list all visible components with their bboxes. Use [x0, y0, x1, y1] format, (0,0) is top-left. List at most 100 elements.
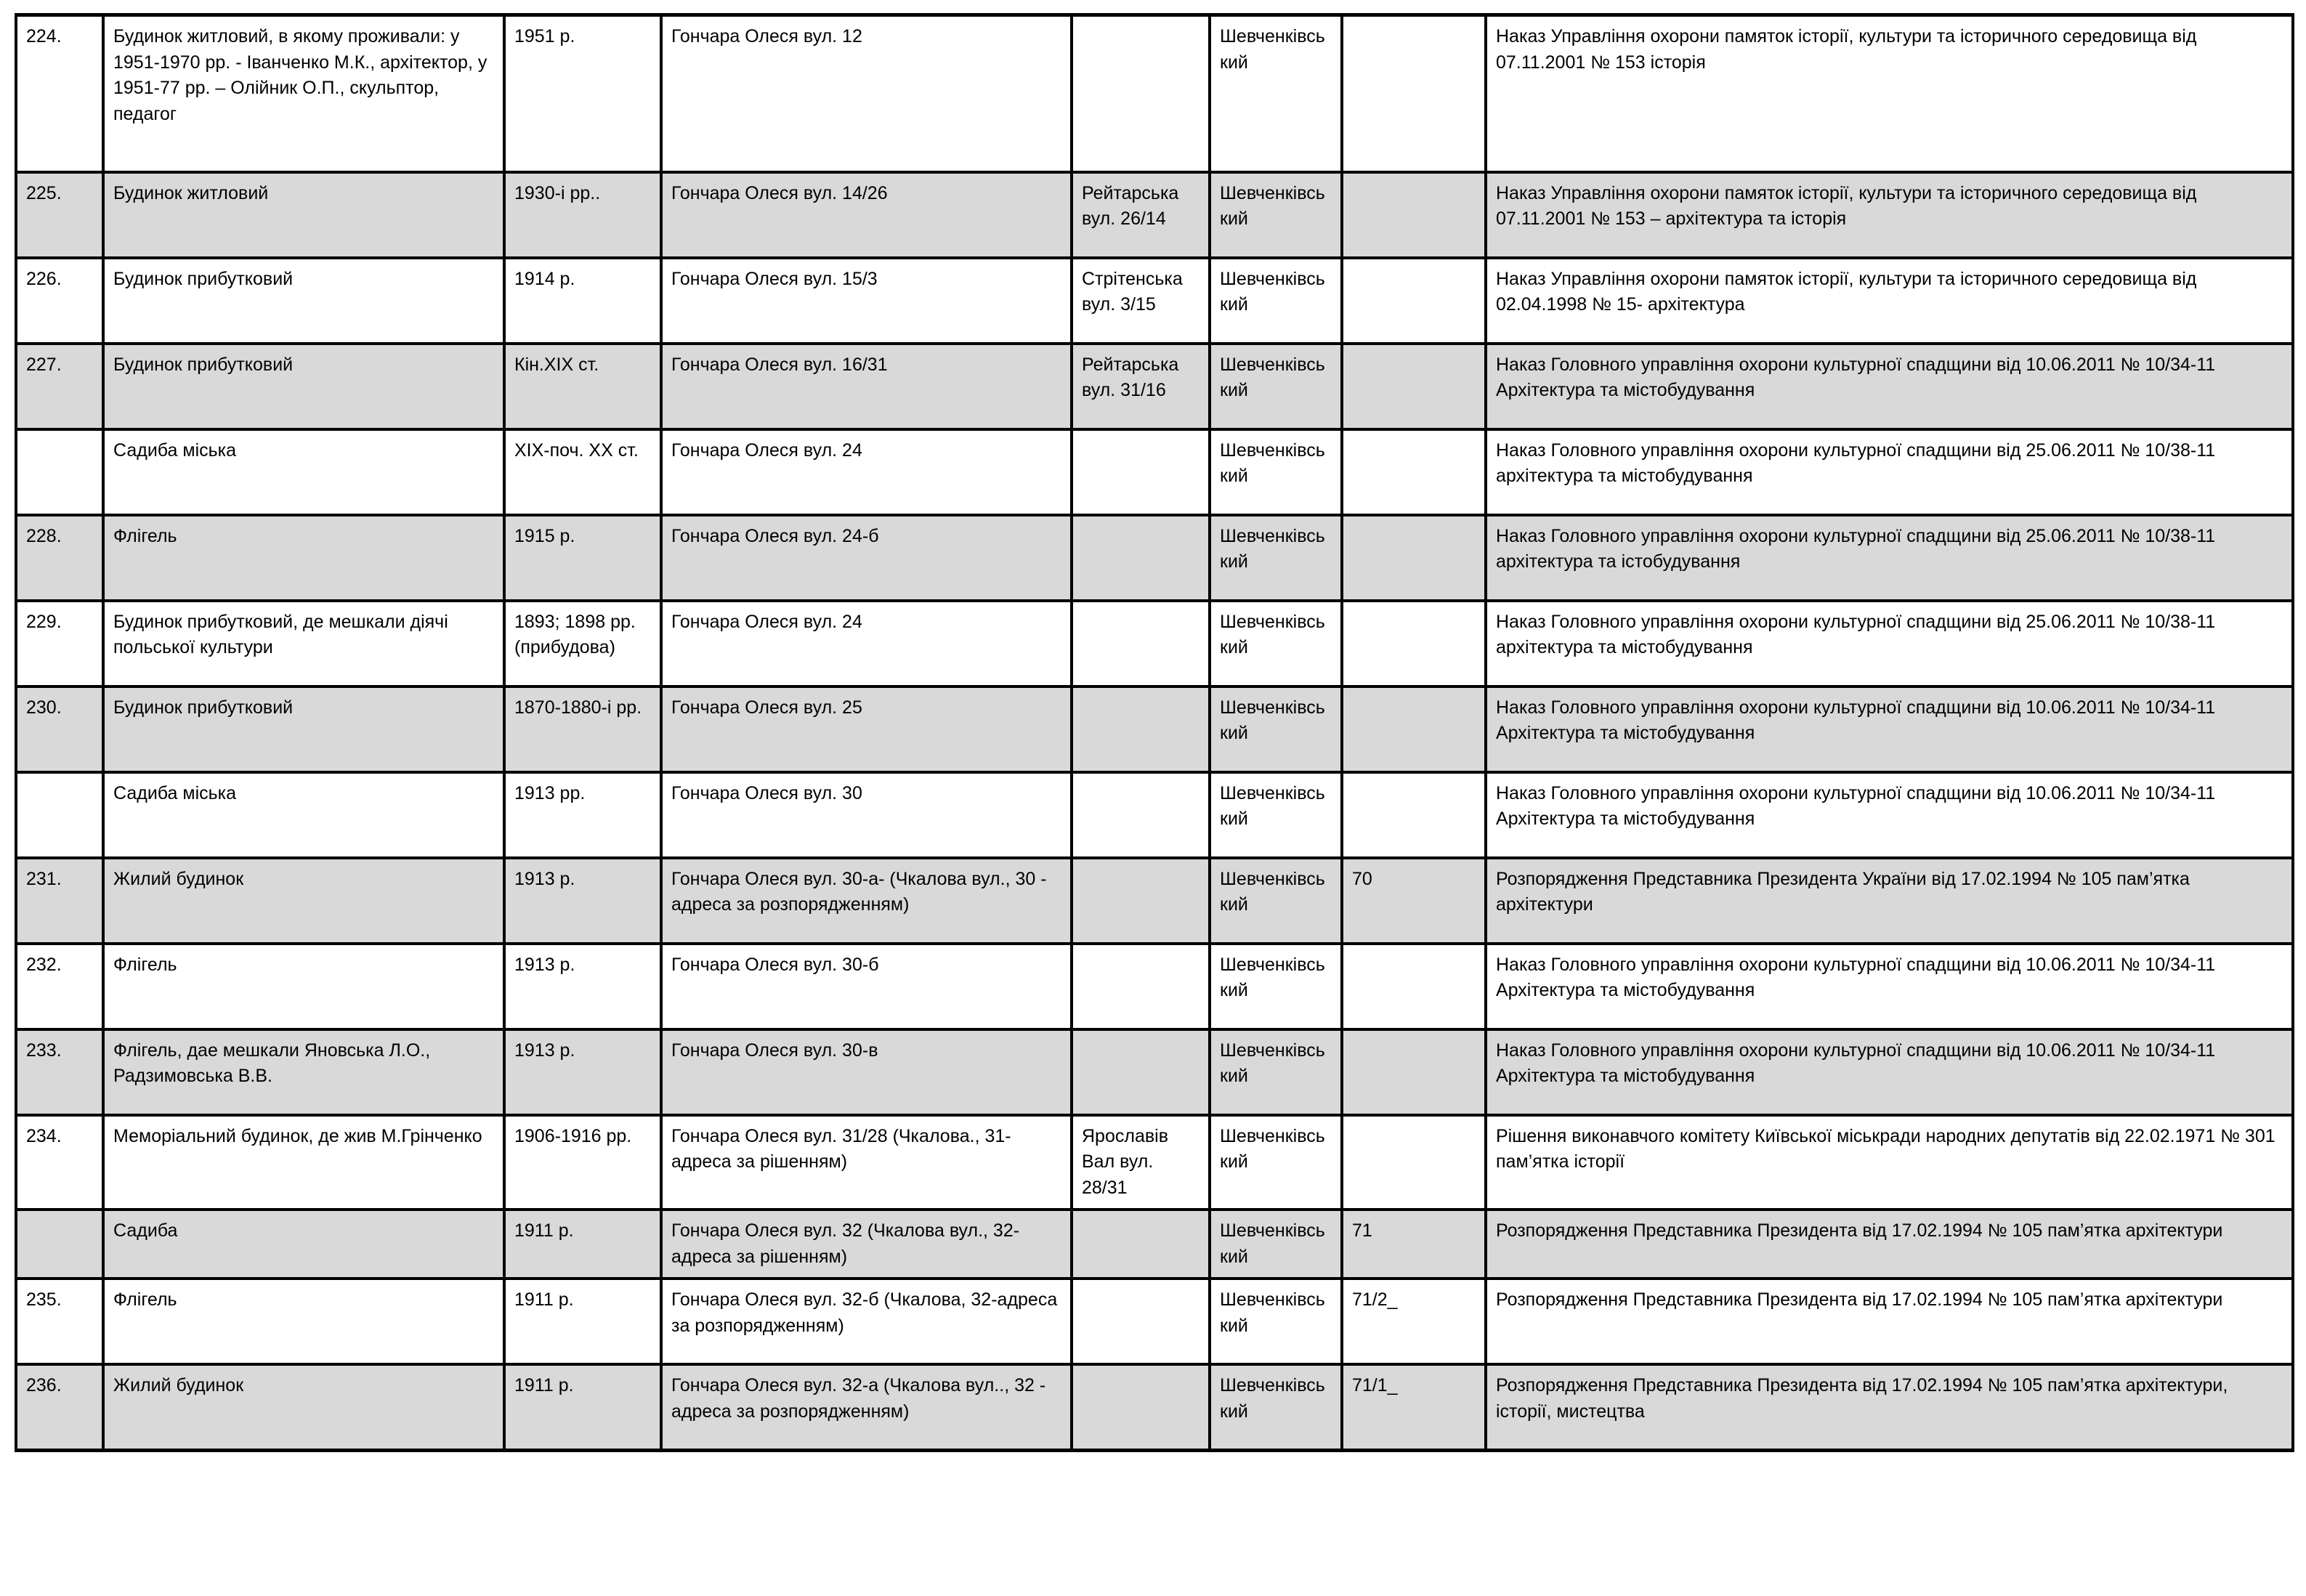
cell-alternate-address: [1072, 429, 1211, 517]
cell-district: Шевченківський: [1210, 1114, 1343, 1211]
cell-legal-act: Наказ Головного управління охорони культ…: [1486, 429, 2294, 517]
cell-legal-act-text: Розпорядження Представника Президента ві…: [1496, 1289, 2223, 1310]
table-row: 232. Флігель 1913 р. Гончара Олеся вул. 30-…: [15, 943, 2294, 1031]
cell-number: 233.: [15, 1029, 105, 1117]
cell-date: 1930-і рр..: [504, 171, 663, 259]
cell-address: Гончара Олеся вул. 30-в: [661, 1029, 1073, 1117]
cell-alternate-address: [1072, 514, 1211, 602]
cell-district: Шевченківський: [1210, 343, 1343, 431]
cell-legal-act: Розпорядження Представника Президента ві…: [1486, 1279, 2294, 1366]
table-row: 235. Флігель 1911 р. Гончара Олеся вул. 32-…: [15, 1279, 2294, 1366]
cell-address: Гончара Олеся вул. 30-а- (Чкалова вул., …: [661, 857, 1073, 945]
cell-date: ХІХ-поч. ХХ ст.: [504, 429, 663, 517]
cell-legal-act-text: Наказ Головного управління охорони культ…: [1496, 525, 2216, 572]
cell-alternate-address: Стрітенська вул. 3/15: [1072, 257, 1211, 345]
cell-number: 225.: [15, 171, 105, 259]
cell-date-text: 1913 рр.: [514, 782, 586, 803]
cell-number: 234.: [15, 1114, 105, 1211]
cell-date: 1951 р.: [504, 15, 663, 174]
cell-object-name: Флігель: [103, 514, 506, 602]
cell-number: [15, 1210, 105, 1280]
cell-district: Шевченківський: [1210, 514, 1343, 602]
cell-date-text: 1915 р.: [514, 525, 575, 546]
cell-object-name: Флігель: [103, 1279, 506, 1366]
cell-object-name: Флігель: [103, 943, 506, 1031]
cell-legal-act-text: Наказ Управління охорони памяток історії…: [1496, 26, 2197, 73]
cell-alternate-address: [1072, 600, 1211, 688]
cell-date-text: 1913 р.: [514, 1040, 575, 1061]
cell-legal-act-text: Наказ Головного управління охорони культ…: [1496, 1040, 2216, 1087]
cell-number-text: 233.: [26, 1040, 62, 1061]
cell-number: 226.: [15, 257, 105, 345]
cell-district: Шевченківський: [1210, 686, 1343, 774]
table-row: 228. Флігель 1915 р. Гончара Олеся вул. 24-…: [15, 514, 2294, 602]
cell-number-text: 230.: [26, 697, 62, 718]
table-body: 224. Будинок житловий, в якому проживали:…: [15, 15, 2294, 1451]
cell-protection-number: [1342, 600, 1487, 688]
cell-address-text: Гончара Олеся вул. 14/26: [671, 182, 888, 203]
cell-address-text: Гончара Олеся вул. 32 (Чкалова вул., 32-…: [671, 1220, 1020, 1267]
cell-district: Шевченківський: [1210, 1279, 1343, 1366]
cell-alternate-address: [1072, 1210, 1211, 1280]
cell-protection-number-text: 71: [1352, 1220, 1372, 1241]
cell-address: Гончара Олеся вул. 16/31: [661, 343, 1073, 431]
cell-date-text: 1911 р.: [514, 1375, 574, 1396]
cell-protection-number: 71/2_: [1342, 1279, 1487, 1366]
cell-object-name: Будинок прибутковий: [103, 686, 506, 774]
cell-district-text: Шевченківський: [1220, 697, 1325, 744]
cell-address: Гончара Олеся вул. 12: [661, 15, 1073, 174]
cell-number: 235.: [15, 1279, 105, 1366]
cell-legal-act: Розпорядження Представника Президента Ук…: [1486, 857, 2294, 945]
cell-number: 229.: [15, 600, 105, 688]
cell-address-text: Гончара Олеся вул. 30: [671, 782, 862, 803]
cell-number: 227.: [15, 343, 105, 431]
cell-number: 231.: [15, 857, 105, 945]
cell-object-name-text: Садиба міська: [113, 782, 237, 803]
cell-address: Гончара Олеся вул. 30: [661, 771, 1073, 859]
cell-address: Гончара Олеся вул. 24: [661, 429, 1073, 517]
cell-number-text: 236.: [26, 1375, 62, 1396]
cell-address: Гончара Олеся вул. 24: [661, 600, 1073, 688]
cell-number: 236.: [15, 1364, 105, 1451]
cell-alternate-address: Рейтарська вул. 26/14: [1072, 171, 1211, 259]
cell-object-name: Жилий будинок: [103, 857, 506, 945]
cell-address: Гончара Олеся вул. 25: [661, 686, 1073, 774]
cell-address: Гончара Олеся вул. 32-б (Чкалова, 32-адр…: [661, 1279, 1073, 1366]
cell-address: Гончара Олеся вул. 31/28 (Чкалова., 31-а…: [661, 1114, 1073, 1211]
table-row: 225. Будинок житловий 1930-і рр.. Гончара О…: [15, 171, 2294, 259]
cell-address-text: Гончара Олеся вул. 12: [671, 26, 862, 46]
cell-address-text: Гончара Олеся вул. 32-а (Чкалова вул.., …: [671, 1375, 1046, 1422]
cell-object-name: Будинок прибутковий, де мешкали діячі по…: [103, 600, 506, 688]
cell-district-text: Шевченківський: [1220, 1040, 1325, 1087]
cell-district-text: Шевченківський: [1220, 1125, 1325, 1172]
cell-legal-act: Наказ Головного управління охорони культ…: [1486, 686, 2294, 774]
cell-district-text: Шевченківський: [1220, 439, 1325, 487]
cell-district: Шевченківський: [1210, 257, 1343, 345]
cell-object-name-text: Жилий будинок: [113, 1375, 244, 1396]
cell-district-text: Шевченківський: [1220, 782, 1325, 830]
cell-protection-number: 70: [1342, 857, 1487, 945]
cell-date: Кін.ХІХ ст.: [504, 343, 663, 431]
cell-legal-act: Рішення виконавчого комітету Київської м…: [1486, 1114, 2294, 1211]
cell-legal-act-text: Розпорядження Представника Президента Ук…: [1496, 868, 2190, 915]
cell-district: Шевченківський: [1210, 15, 1343, 174]
cell-protection-number: [1342, 686, 1487, 774]
cell-legal-act-text: Розпорядження Представника Президента ві…: [1496, 1375, 2228, 1422]
cell-object-name: Будинок житловий, в якому проживали: у 1…: [103, 15, 506, 174]
cell-legal-act-text: Наказ Головного управління охорони культ…: [1496, 782, 2216, 830]
cell-number: 232.: [15, 943, 105, 1031]
table-row: Садиба 1911 р. Гончара Олеся вул. 32 (Чкал…: [15, 1210, 2294, 1280]
cell-legal-act: Наказ Головного управління охорони культ…: [1486, 771, 2294, 859]
table-row: 224. Будинок житловий, в якому проживали:…: [15, 15, 2294, 174]
cell-date-text: 1911 р.: [514, 1289, 574, 1310]
cell-object-name-text: Меморіальний будинок, де жив М.Грінченко: [113, 1125, 482, 1146]
cell-protection-number: [1342, 429, 1487, 517]
cell-district-text: Шевченківський: [1220, 26, 1325, 73]
cell-alternate-address: [1072, 771, 1211, 859]
cell-object-name-text: Будинок житловий, в якому проживали: у 1…: [113, 26, 488, 124]
table-row: 226. Будинок прибутковий 1914 р. Гончара Ол…: [15, 257, 2294, 345]
cell-object-name: Будинок прибутковий: [103, 343, 506, 431]
cell-date-text: 1951 р.: [514, 26, 575, 46]
cell-protection-number-text: 71/1_: [1352, 1375, 1398, 1396]
